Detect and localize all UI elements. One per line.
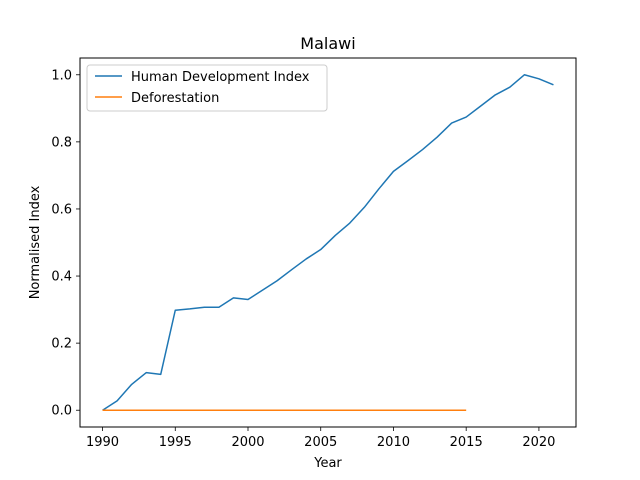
chart-title: Malawi [300,34,355,53]
series-lines [102,74,554,411]
x-tick-label: 2000 [231,435,264,450]
y-axis-ticks: 0.0 0.2 0.4 0.6 0.8 1.0 [51,68,80,419]
x-tick-label: 2005 [304,435,337,450]
x-tick-label: 2010 [377,435,410,450]
legend-label-hdi: Human Development Index [131,70,310,85]
y-tick-label: 0.0 [51,404,72,419]
series-line-human-development-index [102,74,554,411]
x-tick-label: 2015 [450,435,483,450]
x-axis-ticks: 1990 1995 2000 2005 2010 2015 2020 [86,427,555,450]
x-tick-label: 1995 [159,435,192,450]
legend-box [86,64,328,112]
plot-frame [79,57,577,428]
y-tick-label: 0.4 [51,270,72,285]
x-tick-label: 2020 [522,435,555,450]
legend-label-deforestation: Deforestation [131,91,219,106]
y-tick-label: 1.0 [51,68,72,83]
y-tick-label: 0.2 [51,337,72,352]
x-axis-label: Year [313,456,342,471]
x-tick-label: 1990 [86,435,119,450]
y-axis-label: Normalised Index [28,185,43,299]
y-tick-label: 0.6 [51,202,72,217]
y-tick-label: 0.8 [51,135,72,150]
legend: Human Development Index Deforestation [86,64,328,112]
